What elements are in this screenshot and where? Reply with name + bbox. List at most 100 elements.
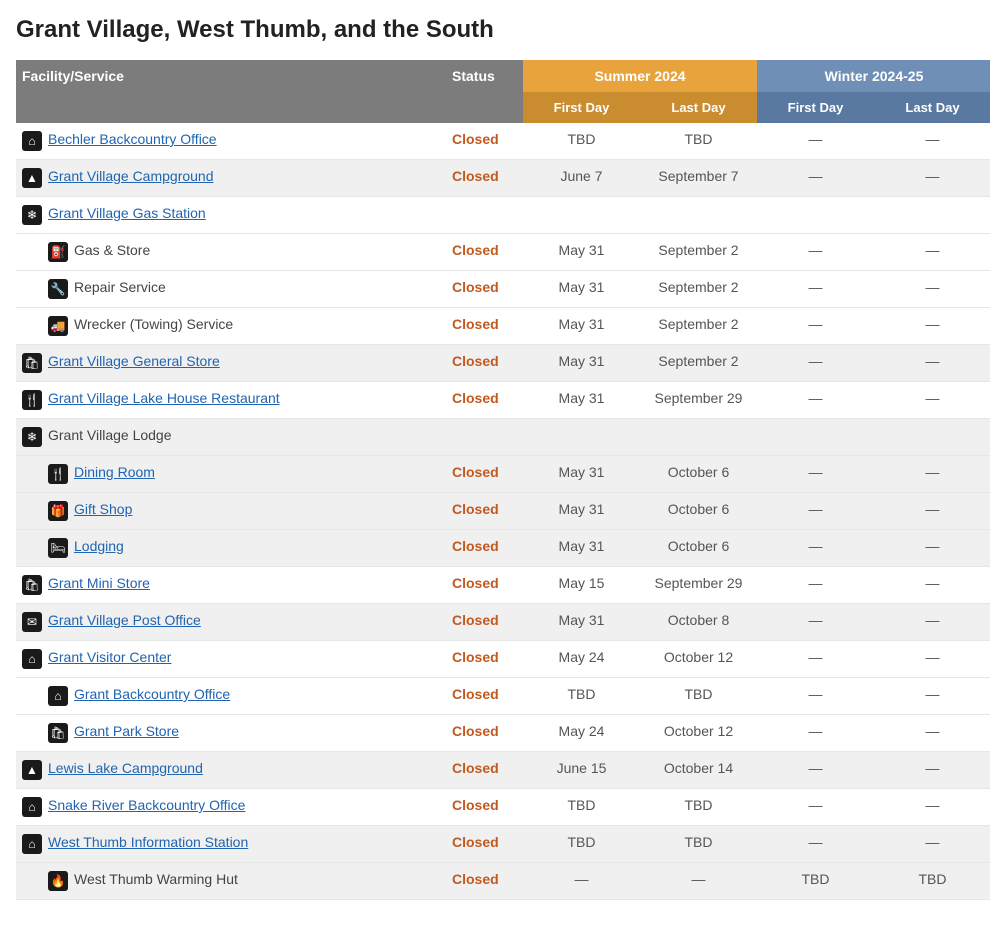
date-cell: — bbox=[874, 271, 990, 308]
date-cell: — bbox=[874, 604, 990, 641]
facility-link[interactable]: Grant Village Post Office bbox=[48, 612, 201, 628]
status-cell: Closed bbox=[446, 641, 523, 678]
table-row: 🚚 Wrecker (Towing) Service ClosedMay 31Sep… bbox=[16, 308, 990, 345]
facility-name-cell: Grant Village Campground bbox=[42, 160, 446, 197]
row-icon-cell: 🛍 bbox=[16, 345, 42, 382]
home-icon: ⌂ bbox=[22, 131, 42, 151]
status-cell: Closed bbox=[446, 530, 523, 567]
store-icon: 🛍 bbox=[22, 575, 42, 595]
status-cell: Closed bbox=[446, 715, 523, 752]
date-cell bbox=[523, 197, 640, 234]
status-cell: Closed bbox=[446, 271, 523, 308]
row-icon-cell: 🔥 bbox=[42, 863, 68, 900]
date-cell: October 14 bbox=[640, 752, 757, 789]
fire-icon: 🔥 bbox=[48, 871, 68, 891]
status-cell: Closed bbox=[446, 826, 523, 863]
facility-link[interactable]: Grant Village Campground bbox=[48, 168, 214, 184]
row-spacer bbox=[16, 863, 42, 900]
date-cell: — bbox=[757, 826, 874, 863]
facility-link[interactable]: Lodging bbox=[74, 538, 124, 554]
date-cell: — bbox=[874, 123, 990, 160]
facility-link[interactable]: Bechler Backcountry Office bbox=[48, 131, 217, 147]
facility-link[interactable]: Dining Room bbox=[74, 464, 155, 480]
facility-label: West Thumb Warming Hut bbox=[74, 871, 238, 887]
facility-link[interactable]: Grant Mini Store bbox=[48, 575, 150, 591]
row-icon-cell: ⌂ bbox=[16, 826, 42, 863]
facility-label: Wrecker (Towing) Service bbox=[74, 316, 233, 332]
status-cell: Closed bbox=[446, 789, 523, 826]
date-cell: October 6 bbox=[640, 456, 757, 493]
facility-name-cell: Grant Visitor Center bbox=[42, 641, 446, 678]
date-cell: — bbox=[757, 789, 874, 826]
status-cell: Closed bbox=[446, 308, 523, 345]
row-icon-cell: 🍴 bbox=[42, 456, 68, 493]
facility-name-cell: Grant Village Lodge bbox=[42, 419, 446, 456]
date-cell: — bbox=[874, 678, 990, 715]
facility-link[interactable]: Grant Village Gas Station bbox=[48, 205, 206, 221]
facility-link[interactable]: West Thumb Information Station bbox=[48, 834, 248, 850]
date-cell: — bbox=[874, 715, 990, 752]
date-cell: — bbox=[757, 641, 874, 678]
date-cell: — bbox=[874, 530, 990, 567]
facility-name-cell: West Thumb Warming Hut bbox=[68, 863, 446, 900]
date-cell: September 2 bbox=[640, 345, 757, 382]
table-row: ⌂Bechler Backcountry OfficeClosedTBDTBD—… bbox=[16, 123, 990, 160]
date-cell: May 31 bbox=[523, 382, 640, 419]
date-cell: — bbox=[874, 752, 990, 789]
header-status: Status bbox=[446, 60, 523, 123]
facility-link[interactable]: Grant Visitor Center bbox=[48, 649, 171, 665]
date-cell: May 31 bbox=[523, 271, 640, 308]
date-cell: TBD bbox=[640, 678, 757, 715]
group-icon: ❄ bbox=[22, 205, 42, 225]
facility-name-cell: Gas & Store bbox=[68, 234, 446, 271]
row-icon-cell: ⌂ bbox=[42, 678, 68, 715]
table-row: 🛏LodgingClosedMay 31October 6—— bbox=[16, 530, 990, 567]
table-row: ⌂Grant Backcountry OfficeClosedTBDTBD—— bbox=[16, 678, 990, 715]
date-cell: TBD bbox=[757, 863, 874, 900]
bed-icon: 🛏 bbox=[48, 538, 68, 558]
row-spacer bbox=[16, 530, 42, 567]
date-cell: — bbox=[757, 382, 874, 419]
header-winter-first-day: First Day bbox=[757, 92, 874, 123]
facility-name-cell: Snake River Backcountry Office bbox=[42, 789, 446, 826]
facility-name-cell: Wrecker (Towing) Service bbox=[68, 308, 446, 345]
status-cell bbox=[446, 419, 523, 456]
row-icon-cell: ⌂ bbox=[16, 123, 42, 160]
date-cell: — bbox=[757, 160, 874, 197]
header-facility: Facility/Service bbox=[16, 60, 446, 123]
facility-name-cell: Grant Village Post Office bbox=[42, 604, 446, 641]
row-icon-cell: ✉ bbox=[16, 604, 42, 641]
schedule-table: Facility/Service Status Summer 2024 Wint… bbox=[16, 60, 990, 900]
row-icon-cell: 🚚 bbox=[42, 308, 68, 345]
date-cell: October 6 bbox=[640, 493, 757, 530]
date-cell: October 12 bbox=[640, 715, 757, 752]
facility-link[interactable]: Grant Village Lake House Restaurant bbox=[48, 390, 280, 406]
home-icon: ⌂ bbox=[22, 649, 42, 669]
date-cell: September 7 bbox=[640, 160, 757, 197]
facility-link[interactable]: Grant Park Store bbox=[74, 723, 179, 739]
status-cell: Closed bbox=[446, 345, 523, 382]
facility-link[interactable]: Gift Shop bbox=[74, 501, 132, 517]
page-title: Grant Village, West Thumb, and the South bbox=[16, 16, 974, 44]
date-cell: October 6 bbox=[640, 530, 757, 567]
date-cell: — bbox=[874, 493, 990, 530]
row-spacer bbox=[16, 234, 42, 271]
date-cell: — bbox=[874, 456, 990, 493]
date-cell: — bbox=[757, 456, 874, 493]
date-cell: September 2 bbox=[640, 308, 757, 345]
tent-icon: ▲ bbox=[22, 168, 42, 188]
facility-link[interactable]: Grant Backcountry Office bbox=[74, 686, 230, 702]
store-icon: 🛍 bbox=[22, 353, 42, 373]
row-spacer bbox=[16, 678, 42, 715]
date-cell: May 31 bbox=[523, 308, 640, 345]
facility-link[interactable]: Lewis Lake Campground bbox=[48, 760, 203, 776]
row-spacer bbox=[16, 493, 42, 530]
table-row: ⌂Grant Visitor CenterClosedMay 24October… bbox=[16, 641, 990, 678]
table-row: ❄ Grant Village Gas Station bbox=[16, 197, 990, 234]
row-spacer bbox=[16, 308, 42, 345]
facility-link[interactable]: Snake River Backcountry Office bbox=[48, 797, 245, 813]
status-cell: Closed bbox=[446, 493, 523, 530]
facility-link[interactable]: Grant Village General Store bbox=[48, 353, 220, 369]
date-cell: May 31 bbox=[523, 345, 640, 382]
date-cell: — bbox=[874, 308, 990, 345]
